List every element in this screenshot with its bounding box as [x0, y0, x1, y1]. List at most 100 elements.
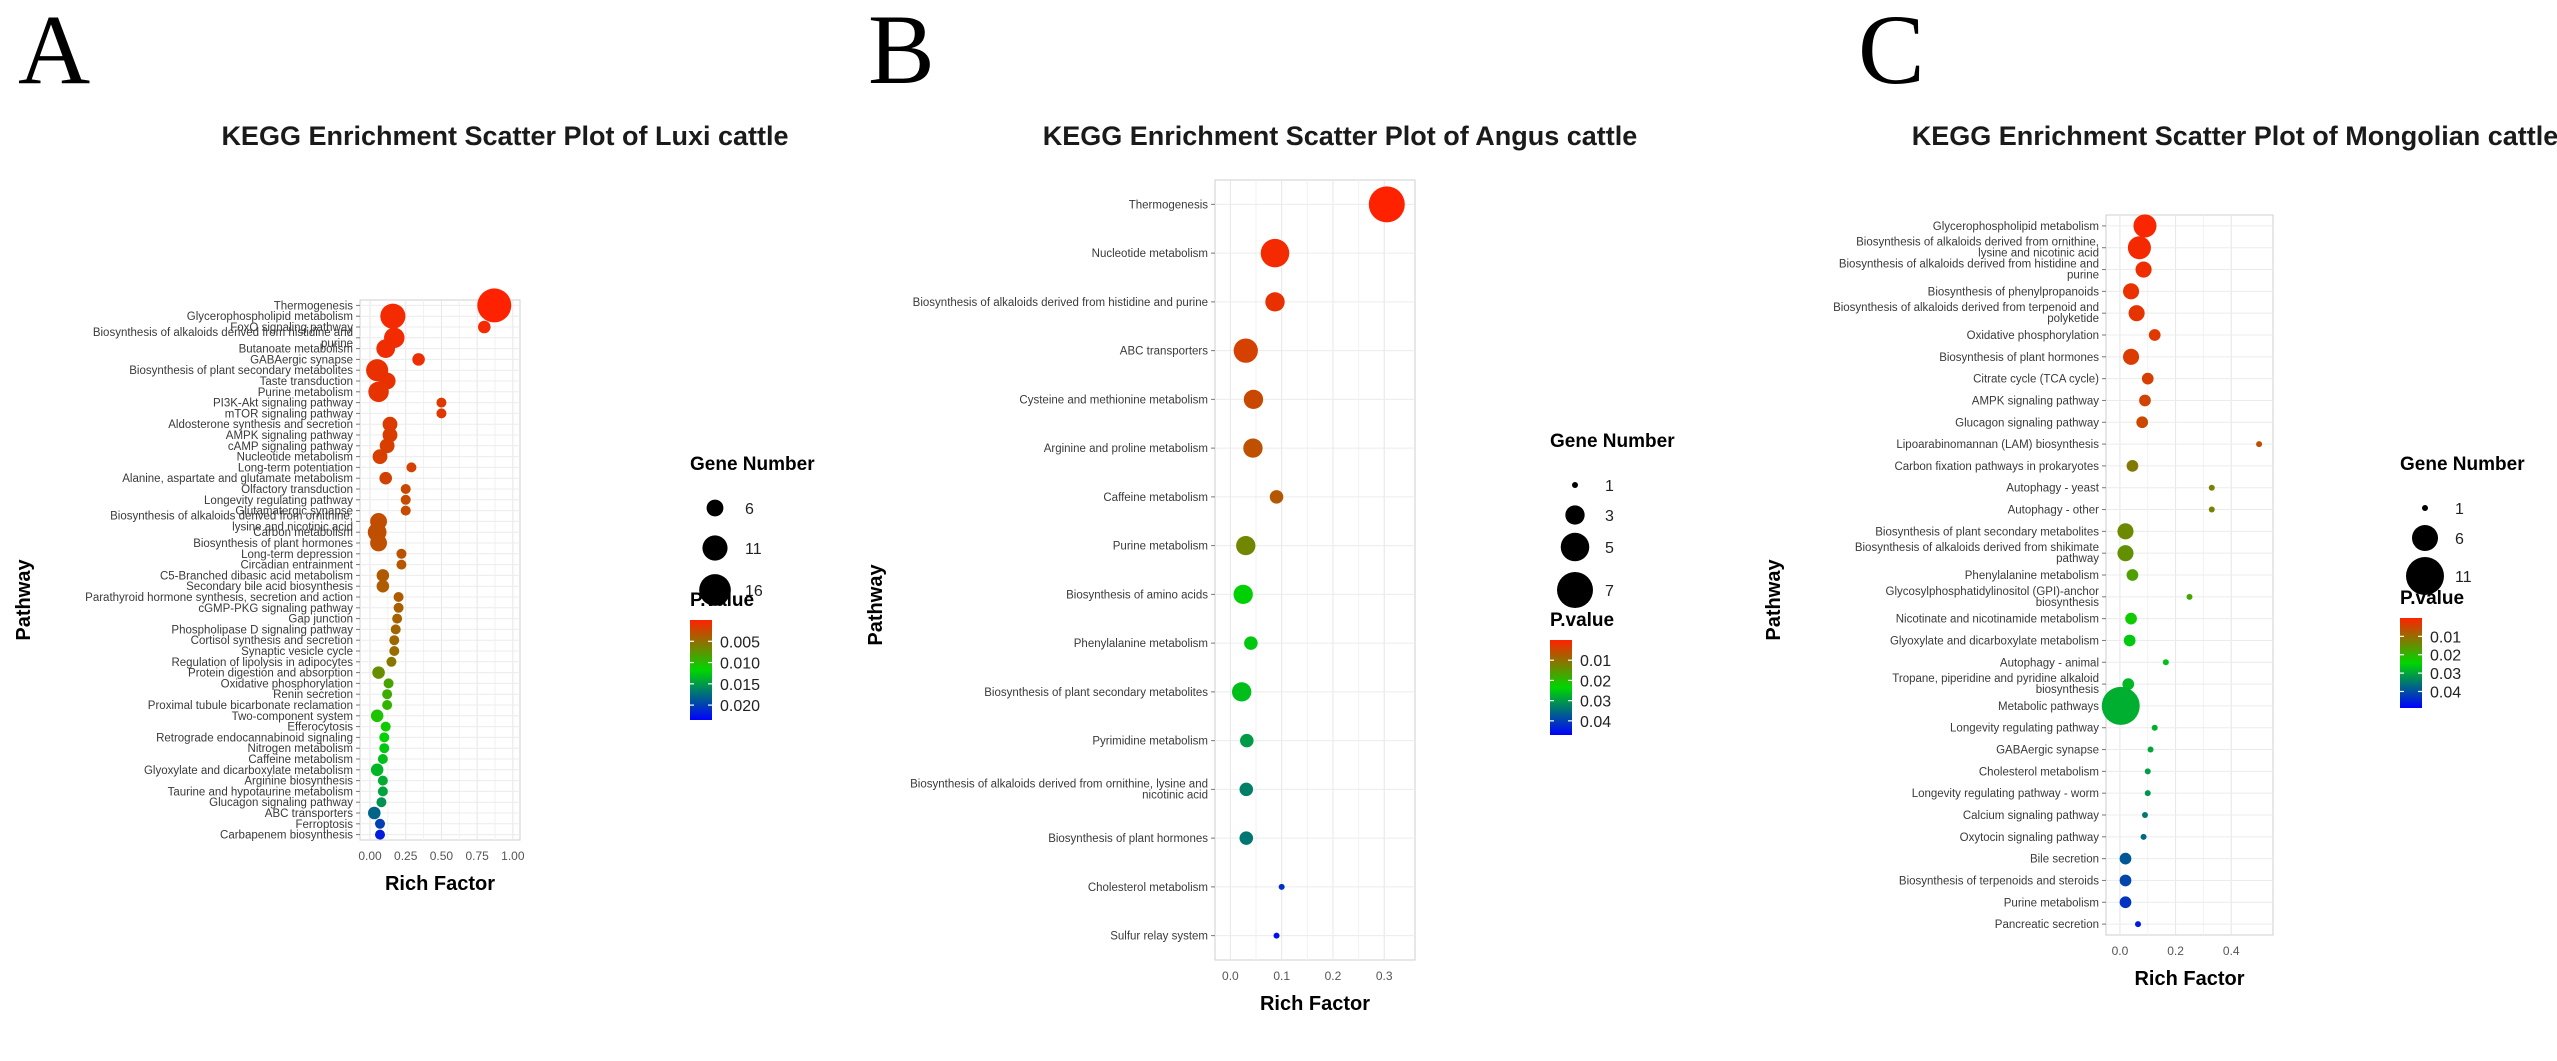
pathway-label-glyoxylate-and-dicarboxylate-metabolism: Glyoxylate and dicarboxylate metabolism — [1890, 635, 2099, 647]
point-butanoate-metabolism — [376, 339, 396, 358]
pathway-label-nicotinate-and-nicotinamide-metabolism: Nicotinate and nicotinamide metabolism — [1896, 614, 2099, 626]
point-aldosterone-synthesis-and-secretion — [382, 416, 398, 432]
pathway-label-c5-branched-dibasic-acid-metabolism: C5-Branched dibasic acid metabolism — [160, 570, 353, 582]
pathway-label-biosynthesis-of-alkaloids-derived-from-terpenoid: Biosynthesis of alkaloids derived from t… — [1833, 302, 2099, 314]
pathway-label-purine-metabolism: Purine metabolism — [2004, 897, 2099, 909]
pathway-label-biosynthesis-of-alkaloids-derived-from-ornithine: nicotinic acid — [1142, 789, 1208, 801]
point-cgmp-pkg-signaling-pathway — [393, 602, 404, 613]
pathway-label-biosynthesis-of-alkaloids-derived-from-terpenoid: polyketide — [2047, 313, 2099, 325]
pathway-label-tropane-piperidine-and-pyridine-alkaloid-biosynt: biosynthesis — [2036, 684, 2100, 696]
colorbar-tick-label: 0.04 — [1580, 714, 1611, 731]
pathway-label-biosynthesis-of-plant-hormones: Biosynthesis of plant hormones — [193, 538, 353, 550]
pvalue-legend-title: P.value — [2400, 588, 2464, 609]
point-carbon-fixation-pathways-in-prokaryotes — [2126, 460, 2139, 472]
x-axis-title: Rich Factor — [1260, 993, 1370, 1015]
pathway-label-glucagon-signaling-pathway: Glucagon signaling pathway — [209, 797, 353, 809]
x-axis-title: Rich Factor — [385, 873, 495, 895]
x-tick-label: 0.3 — [1376, 969, 1393, 983]
x-tick-label: 0.25 — [394, 849, 418, 863]
point-glycerophospholipid-metabolism — [2133, 214, 2157, 238]
pathway-label-renin-secretion: Renin secretion — [273, 689, 353, 701]
size-legend-title: Gene Number — [2400, 454, 2525, 475]
point-glyoxylate-and-dicarboxylate-metabolism — [370, 763, 384, 777]
colorbar-tick-label: 0.03 — [2430, 666, 2461, 683]
size-legend-dot — [699, 574, 731, 606]
point-autophagy-other — [2208, 506, 2215, 513]
point-caffeine-metabolism — [377, 754, 388, 764]
point-protein-digestion-and-absorption — [372, 666, 385, 679]
pathway-label-autophagy-animal: Autophagy - animal — [2000, 657, 2099, 669]
pathway-label-carbon-fixation-pathways-in-prokaryotes: Carbon fixation pathways in prokaryotes — [1894, 461, 2099, 473]
point-efferocytosis — [380, 721, 391, 732]
size-legend-label: 16 — [745, 583, 763, 600]
point-glycosylphosphatidylinositol-gpi-anchor-biosynth — [2186, 593, 2193, 600]
size-legend-label: 6 — [2455, 531, 2464, 548]
point-pyrimidine-metabolism — [1240, 733, 1254, 748]
pathway-label-gabaergic-synapse: GABAergic synapse — [1996, 745, 2099, 757]
point-long-term-depression — [396, 548, 407, 559]
size-legend-dot — [1557, 572, 1593, 608]
pathway-label-nucleotide-metabolism: Nucleotide metabolism — [1092, 248, 1208, 260]
pathway-label-synaptic-vesicle-cycle: Synaptic vesicle cycle — [241, 646, 353, 658]
pathway-label-camp-signaling-pathway: cAMP signaling pathway — [228, 441, 353, 453]
pathway-label-autophagy-other: Autophagy - other — [2008, 505, 2100, 517]
point-glucagon-signaling-pathway — [376, 797, 387, 808]
pathway-label-biosynthesis-of-alkaloids-derived-from-ornithine: lysine and nicotinic acid — [1978, 248, 2099, 260]
pathway-label-cholesterol-metabolism: Cholesterol metabolism — [1088, 882, 1208, 894]
point-retrograde-endocannabinoid-signaling — [379, 732, 390, 743]
y-axis-title: Pathway — [1763, 559, 1785, 641]
point-abc-transporters — [1233, 338, 1258, 363]
pathway-label-glyoxylate-and-dicarboxylate-metabolism: Glyoxylate and dicarboxylate metabolism — [144, 765, 353, 777]
point-phenylalanine-metabolism — [1244, 636, 1258, 650]
pathway-label-alanine-aspartate-and-glutamate-metabolism: Alanine, aspartate and glutamate metabol… — [122, 473, 353, 485]
pathway-label-glycosylphosphatidylinositol-gpi-anchor-biosynth: Glycosylphosphatidylinositol (GPI)-ancho… — [1886, 586, 2100, 598]
pathway-label-longevity-regulating-pathway-worm: Longevity regulating pathway - worm — [1912, 788, 2099, 800]
pathway-label-nitrogen-metabolism: Nitrogen metabolism — [248, 743, 353, 755]
point-cysteine-and-methionine-metabolism — [1243, 389, 1264, 410]
pathway-label-cysteine-and-methionine-metabolism: Cysteine and methionine metabolism — [1019, 394, 1208, 406]
pathway-label-ampk-signaling-pathway: AMPK signaling pathway — [226, 430, 353, 442]
point-cortisol-synthesis-and-secretion — [389, 635, 400, 646]
colorbar-tick-label: 0.03 — [1580, 694, 1611, 711]
pathway-label-glucagon-signaling-pathway: Glucagon signaling pathway — [1955, 417, 2099, 429]
point-bile-secretion — [2119, 852, 2132, 865]
pathway-label-biosynthesis-of-alkaloids-derived-from-shikimate: Biosynthesis of alkaloids derived from s… — [1855, 542, 2099, 554]
pathway-label-lipoarabinomannan-lam-biosynthesis: Lipoarabinomannan (LAM) biosynthesis — [1896, 439, 2099, 451]
size-legend-dot — [702, 535, 728, 561]
pathway-label-phospholipase-d-signaling-pathway: Phospholipase D signaling pathway — [171, 624, 353, 636]
size-legend-dot — [706, 499, 724, 517]
colorbar-tick-label: 0.015 — [720, 677, 760, 694]
x-tick-label: 0.4 — [2223, 944, 2240, 958]
pathway-label-autophagy-yeast: Autophagy - yeast — [2006, 483, 2100, 495]
panel-label-c: C — [1858, 0, 1925, 105]
pathway-label-gabaergic-synapse: GABAergic synapse — [250, 354, 353, 366]
point-gabaergic-synapse — [412, 353, 425, 366]
pathway-label-oxidative-phosphorylation: Oxidative phosphorylation — [1967, 330, 2099, 342]
pathway-label-parathyroid-hormone-synthesis-secretion-and-acti: Parathyroid hormone synthesis, secretion… — [85, 592, 353, 604]
point-biosynthesis-of-amino-acids — [1233, 584, 1253, 605]
pathway-label-biosynthesis-of-plant-hormones: Biosynthesis of plant hormones — [1048, 833, 1208, 845]
pathway-label-abc-transporters: ABC transporters — [265, 808, 353, 820]
size-legend-label: 1 — [1605, 478, 1614, 495]
chart-title: KEGG Enrichment Scatter Plot of Luxi cat… — [221, 121, 788, 151]
pathway-label-abc-transporters: ABC transporters — [1120, 346, 1208, 358]
size-legend-label: 11 — [2455, 569, 2472, 586]
pathway-label-calcium-signaling-pathway: Calcium signaling pathway — [1963, 810, 2099, 822]
colorbar-tick-label: 0.01 — [2430, 629, 2461, 646]
point-citrate-cycle-tca-cycle — [2141, 372, 2154, 385]
pathway-label-regulation-of-lipolysis-in-adipocytes: Regulation of lipolysis in adipocytes — [171, 657, 353, 669]
pathway-label-retrograde-endocannabinoid-signaling: Retrograde endocannabinoid signaling — [156, 732, 353, 744]
point-proximal-tubule-bicarbonate-reclamation — [382, 700, 393, 710]
point-cholesterol-metabolism — [1278, 883, 1285, 890]
point-biosynthesis-of-alkaloids-derived-from-histidine — [1265, 292, 1285, 312]
point-nicotinate-and-nicotinamide-metabolism — [2125, 612, 2137, 625]
point-two-component-system — [370, 709, 384, 723]
point-renin-secretion — [382, 689, 393, 700]
size-legend-dot — [2422, 505, 2428, 511]
point-calcium-signaling-pathway — [2141, 812, 2148, 818]
point-pancreatic-secretion — [2135, 921, 2142, 928]
point-pi3k-akt-signaling-pathway — [436, 397, 447, 408]
point-glucagon-signaling-pathway — [2136, 416, 2149, 429]
size-legend-dot — [1560, 532, 1590, 562]
x-tick-label: 1.00 — [501, 849, 525, 863]
